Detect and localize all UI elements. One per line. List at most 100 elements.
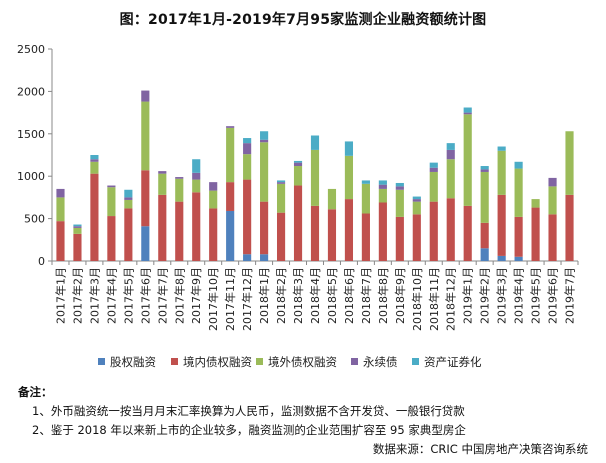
bar-segment: [463, 114, 472, 206]
bar-segment: [446, 143, 455, 150]
bar-segment: [226, 127, 235, 183]
bar-segment: [344, 199, 354, 261]
notes-heading: 备注：: [18, 385, 53, 399]
bar-segment: [565, 131, 574, 195]
bar-segment: [56, 197, 65, 222]
bar-segment: [260, 142, 269, 202]
y-tick-label: 1500: [17, 128, 45, 141]
bar-segment: [192, 179, 201, 193]
bar-segment: [124, 199, 133, 209]
bar-segment: [260, 201, 269, 255]
bar-segment: [260, 254, 269, 261]
x-tick-label: 2018年12月: [444, 267, 458, 331]
legend-label: 境外债权融资: [268, 355, 337, 369]
x-tick-label: 2017年9月: [189, 267, 203, 324]
bar-segment: [141, 90, 150, 102]
bar-segment: [107, 216, 116, 261]
bar-segment: [412, 199, 421, 202]
bar-segment: [497, 194, 506, 256]
bar-segment: [124, 197, 133, 200]
bar-segment: [497, 150, 506, 195]
bar-segment: [73, 224, 82, 227]
x-tick-label: 2019年1月: [461, 267, 475, 324]
bar-segment: [90, 173, 99, 261]
bar-segment: [412, 214, 421, 261]
bar-segment: [209, 208, 218, 261]
x-tick-label: 2019年3月: [495, 267, 509, 324]
bar-segment: [90, 155, 99, 160]
bar-segment: [124, 208, 133, 261]
bar-segment: [548, 214, 557, 261]
bar-segment: [548, 186, 557, 215]
x-tick-label: 2017年11月: [223, 267, 237, 331]
bar-segment: [293, 166, 303, 186]
bar-segment: [243, 154, 252, 180]
bar-segment: [192, 159, 201, 173]
x-tick-label: 2018年6月: [342, 267, 356, 324]
bar-segment: [158, 194, 167, 261]
notes-section: 备注： 1、外币融资统一按当月月末汇率换算为人民币，监测数据不含开发贷、一般银行…: [18, 383, 598, 459]
bar-segment: [226, 182, 235, 211]
bar-segment: [395, 189, 404, 217]
legend-swatch: [98, 358, 105, 365]
x-tick-label: 2018年9月: [393, 267, 407, 324]
bar-segment: [446, 159, 455, 199]
bar-segment: [446, 149, 455, 160]
bar-segment: [463, 205, 472, 261]
bar-segment: [276, 183, 286, 213]
bar-segment: [378, 188, 387, 203]
bar-segment: [412, 196, 421, 200]
bar-segment: [429, 201, 438, 261]
note-line-1: 1、外币融资统一按当月月末汇率换算为人民币，监测数据不含开发贷、一般银行贷款: [32, 404, 465, 418]
bar-segment: [260, 131, 269, 140]
bar-segment: [175, 178, 184, 202]
legend-label: 资产证券化: [424, 355, 482, 369]
y-tick-label: 0: [38, 255, 45, 268]
bar-segment: [463, 107, 472, 113]
bar-segment: [73, 233, 82, 261]
x-tick-label: 2018年10月: [410, 267, 424, 331]
x-tick-label: 2017年8月: [172, 267, 186, 324]
x-tick-label: 2017年12月: [240, 267, 254, 331]
y-tick-label: 500: [24, 213, 45, 226]
bar-segment: [226, 210, 235, 261]
bar-segment: [395, 182, 404, 187]
bar-segment: [378, 202, 387, 261]
bar-segment: [463, 112, 472, 115]
bar-segment: [293, 160, 303, 163]
x-tick-label: 2017年7月: [155, 267, 169, 324]
x-tick-label: 2019年4月: [512, 267, 526, 324]
bar-segment: [192, 172, 201, 180]
bar-segment: [395, 186, 404, 190]
bar-segment: [90, 161, 99, 174]
bar-segment: [243, 143, 252, 155]
bar-segment: [480, 222, 489, 249]
bar-segment: [480, 248, 489, 261]
chart-title: 图：2017年1月-2019年7月95家监测企业融资额统计图: [119, 12, 487, 28]
bar-segment: [378, 180, 387, 185]
bar-segment: [56, 188, 65, 198]
bar-segment: [497, 255, 506, 261]
bar-segment: [141, 170, 150, 227]
bar-segment: [497, 146, 506, 151]
bar-segment: [480, 169, 489, 172]
x-tick-label: 2018年3月: [291, 267, 305, 324]
bar-segment: [310, 149, 320, 206]
y-tick-label: 2000: [17, 85, 45, 98]
bar-segment: [107, 187, 116, 217]
bar-segment: [548, 177, 557, 187]
bar-segment: [429, 171, 438, 202]
bar-segment: [141, 101, 150, 171]
bar-segment: [293, 162, 303, 167]
legend-swatch: [351, 358, 358, 365]
stacked-bar-chart: 0 500 1000 1500 2000 2500 2017年1月 2017年2月 2017年3…: [17, 43, 579, 369]
legend-label: 境内债权融资: [183, 355, 252, 369]
bar-segment: [327, 209, 337, 261]
bar-segment: [158, 173, 167, 195]
y-tick-label: 2500: [17, 43, 45, 56]
bar-segment: [141, 226, 150, 261]
x-tick-label: 2018年7月: [359, 267, 373, 324]
x-tick-label: 2018年2月: [274, 267, 288, 324]
bar-segment: [361, 180, 370, 184]
bar-segment: [310, 135, 320, 150]
